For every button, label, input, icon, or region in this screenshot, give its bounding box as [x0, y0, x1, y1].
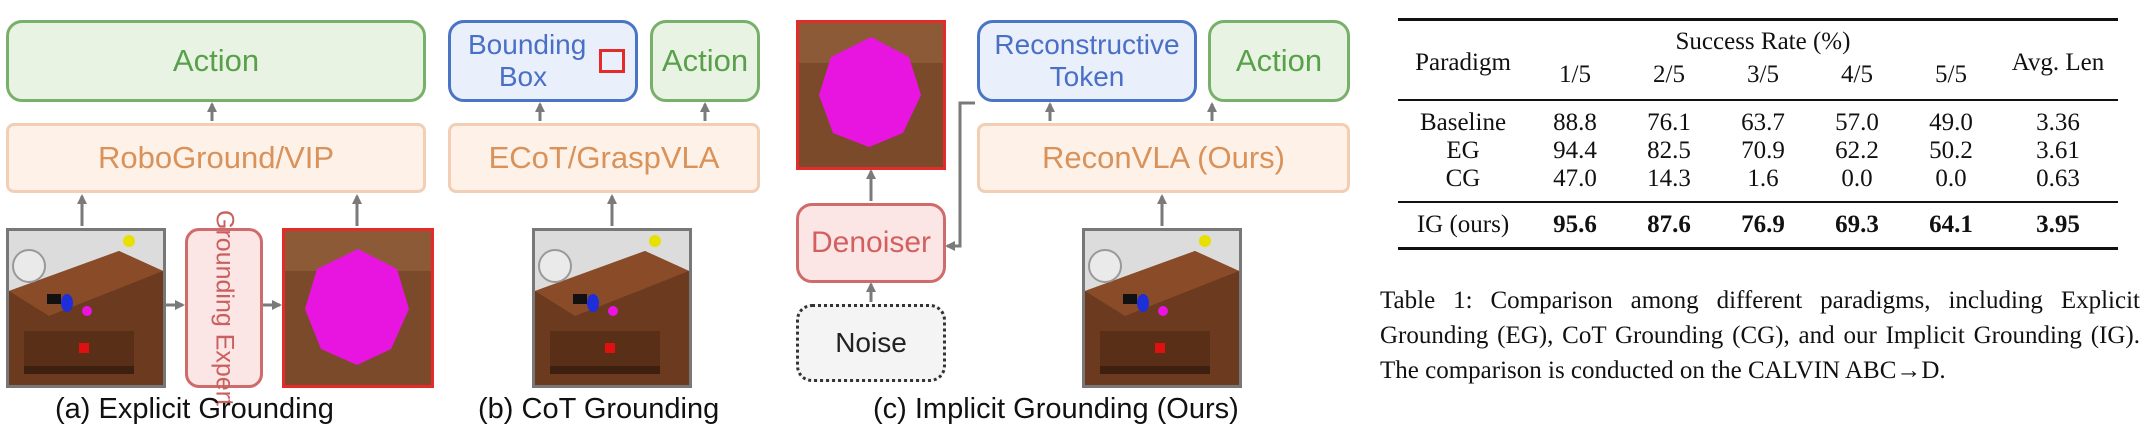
cell: 76.1	[1647, 109, 1691, 136]
header-col: 4/5	[1841, 61, 1873, 88]
a-model-label: RoboGround/VIP	[97, 140, 335, 176]
c-model-box: ReconVLA (Ours)	[977, 123, 1350, 193]
header-col: 3/5	[1747, 61, 1779, 88]
cell: 88.8	[1553, 109, 1597, 136]
table-row: EG 94.4 82.5 70.9 62.2 50.2 3.61	[1398, 137, 2118, 165]
b-action-label: Action	[661, 43, 749, 79]
a-grounding-expert-label: Grounding Expert	[210, 210, 239, 406]
c-noise-box: Noise	[796, 304, 946, 382]
row-name: EG	[1446, 137, 1480, 164]
cell-avg: 3.61	[2036, 137, 2080, 164]
cell: 82.5	[1647, 137, 1691, 164]
cell: 69.3	[1835, 211, 1879, 238]
table-row-ours: IG (ours) 95.6 87.6 76.9 69.3 64.1 3.95	[1398, 202, 2118, 249]
arrow-c-token-to-denoiser	[945, 101, 975, 251]
cell: 94.4	[1553, 137, 1597, 164]
bbox-icon	[599, 49, 625, 73]
cell: 57.0	[1835, 109, 1879, 136]
cell: 76.9	[1741, 211, 1785, 238]
cell: 50.2	[1929, 137, 1973, 164]
a-robot-scene-image	[6, 228, 166, 388]
b-model-label: ECoT/GraspVLA	[488, 140, 720, 176]
c-token-label: Reconstructive Token	[994, 28, 1180, 92]
header-success-rate: Success Rate (%)	[1675, 28, 1851, 55]
row-name: CG	[1445, 165, 1481, 192]
row-name: Baseline	[1419, 109, 1507, 136]
cell: 87.6	[1647, 211, 1691, 238]
a-grounded-crop-image	[282, 228, 434, 388]
c-reconstructed-image	[796, 20, 946, 170]
c-action-label: Action	[1235, 43, 1323, 79]
b-caption: (b) CoT Grounding	[478, 393, 720, 425]
cell-avg: 3.36	[2036, 109, 2080, 136]
a-model-box: RoboGround/VIP	[6, 123, 426, 193]
table-row: CG 47.0 14.3 1.6 0.0 0.0 0.63	[1398, 165, 2118, 202]
table-row: Baseline 88.8 76.1 63.7 57.0 49.0 3.36	[1398, 100, 2118, 137]
header-avg-len: Avg. Len	[2011, 49, 2105, 76]
c-model-label: ReconVLA (Ours)	[1042, 140, 1285, 176]
results-table: Paradigm Success Rate (%) Avg. Len 1/5 2…	[1398, 18, 2118, 250]
cell: 1.6	[1747, 165, 1779, 192]
header-col: 5/5	[1935, 61, 1967, 88]
c-denoiser-box: Denoiser	[796, 203, 946, 283]
a-grounding-expert-box: Grounding Expert	[185, 210, 263, 406]
cell: 49.0	[1929, 109, 1973, 136]
a-action-label: Action	[172, 43, 260, 79]
b-model-box: ECoT/GraspVLA	[448, 123, 760, 193]
table-caption: Table 1: Comparison among different para…	[1380, 287, 2140, 384]
figure-arrows	[77, 101, 1217, 310]
c-robot-scene-image	[1082, 228, 1242, 388]
a-caption: (a) Explicit Grounding	[55, 393, 334, 425]
c-action-box: Action	[1208, 20, 1350, 102]
b-bbox-box: Bounding Box	[448, 20, 638, 102]
header-col: 2/5	[1653, 61, 1685, 88]
a-action-box: Action	[6, 20, 426, 102]
b-bbox-label: Bounding Box	[468, 28, 587, 92]
b-action-box: Action	[650, 20, 760, 102]
c-caption: (c) Implicit Grounding (Ours)	[873, 393, 1239, 425]
header-paradigm: Paradigm	[1415, 49, 1511, 76]
cell-avg: 3.95	[2036, 211, 2080, 238]
cell-avg: 0.63	[2036, 165, 2080, 192]
cell: 47.0	[1553, 165, 1597, 192]
cell: 63.7	[1741, 109, 1785, 136]
c-noise-label: Noise	[835, 326, 907, 358]
cell: 14.3	[1647, 165, 1691, 192]
cell: 0.0	[1935, 165, 1967, 192]
cell: 95.6	[1553, 211, 1597, 238]
c-token-box: Reconstructive Token	[977, 20, 1197, 102]
cell: 64.1	[1929, 211, 1973, 238]
b-robot-scene-image	[532, 228, 692, 388]
header-col: 1/5	[1559, 61, 1591, 88]
cell: 0.0	[1841, 165, 1873, 192]
cell: 62.2	[1835, 137, 1879, 164]
c-denoiser-label: Denoiser	[810, 225, 932, 259]
row-name: IG (ours)	[1416, 211, 1510, 238]
cell: 70.9	[1741, 137, 1785, 164]
